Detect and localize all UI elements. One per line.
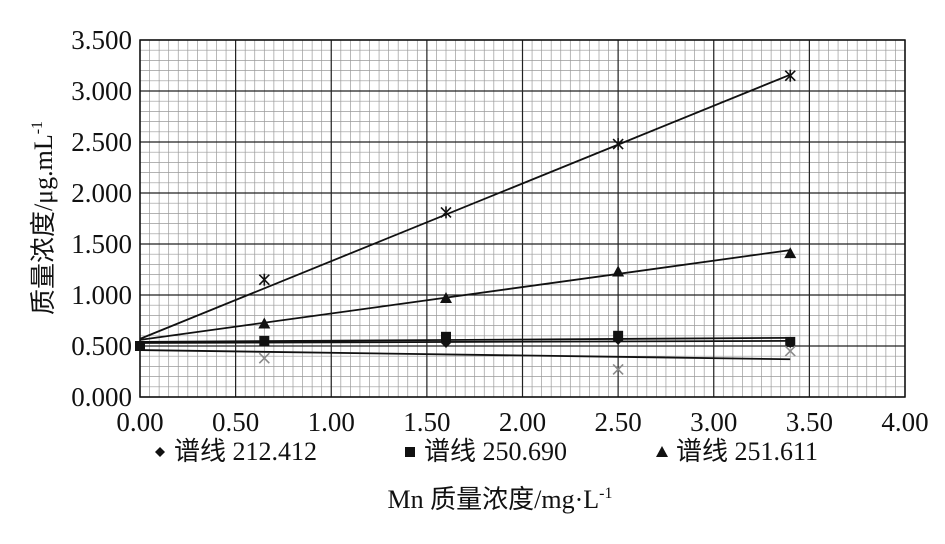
legend-marker [405,447,415,457]
x-tick-label: 0.50 [212,407,259,437]
y-tick-label: 1.500 [71,229,132,259]
data-point [612,265,625,277]
data-point [784,345,796,357]
x-tick-label: 3.50 [786,407,833,437]
x-axis-title: Mn 质量浓度/mg·L-1 [388,485,613,514]
data-point [259,335,270,346]
legend-marker [656,446,668,457]
x-tick-label: 3.00 [690,407,737,437]
data-point [784,69,796,82]
data-point [258,317,271,329]
data-point [258,352,270,364]
x-tick-label: 2.00 [499,407,546,437]
data-point [613,330,624,341]
y-tick-label: 1.000 [71,280,132,310]
y-tick-label: 3.500 [71,25,132,55]
data-point [612,138,624,151]
x-tick-labels: 0.00 0.50 1.00 1.50 2.00 2.50 3.00 3.50 4.00 [116,407,928,437]
x-tick-label: 2.50 [595,407,642,437]
legend-label: 谱线 250.690 [424,437,567,466]
legend-marker [155,447,165,457]
data-point [784,247,797,259]
x-tick-label: 4.00 [881,407,928,437]
data-point [440,292,452,304]
legend-label: 谱线 212.412 [174,437,317,466]
y-axis-title: 质量浓度/μg.mL-1 [29,121,58,315]
y-tick-label: 0.000 [71,382,132,412]
data-markers [135,69,797,376]
data-point [440,206,452,219]
trend-lines [139,73,791,361]
trend-line [139,249,791,341]
trend-line [139,349,791,361]
y-tick-label: 2.500 [71,127,132,157]
y-tick-label: 3.000 [71,76,132,106]
y-tick-label: 2.000 [71,178,132,208]
plot-area-frame [139,39,906,398]
y-tick-label: 0.500 [71,331,132,361]
x-tick-label: 1.50 [403,407,450,437]
data-point [612,363,624,376]
x-tick-label: 0.00 [116,407,163,437]
data-point [785,336,796,347]
trend-line [139,336,791,343]
data-point [441,331,451,342]
legend: 谱线 212.412 谱线 250.690 谱线 251.611 [155,437,818,466]
data-point [135,341,145,351]
x-tick-label: 1.00 [308,407,355,437]
data-point [258,273,270,286]
trend-line [139,339,791,344]
trend-line [139,73,791,340]
y-tick-labels: 0.000 0.500 1.000 1.500 2.000 2.500 3.000 3.500 [71,25,132,412]
legend-label: 谱线 251.611 [676,437,818,466]
